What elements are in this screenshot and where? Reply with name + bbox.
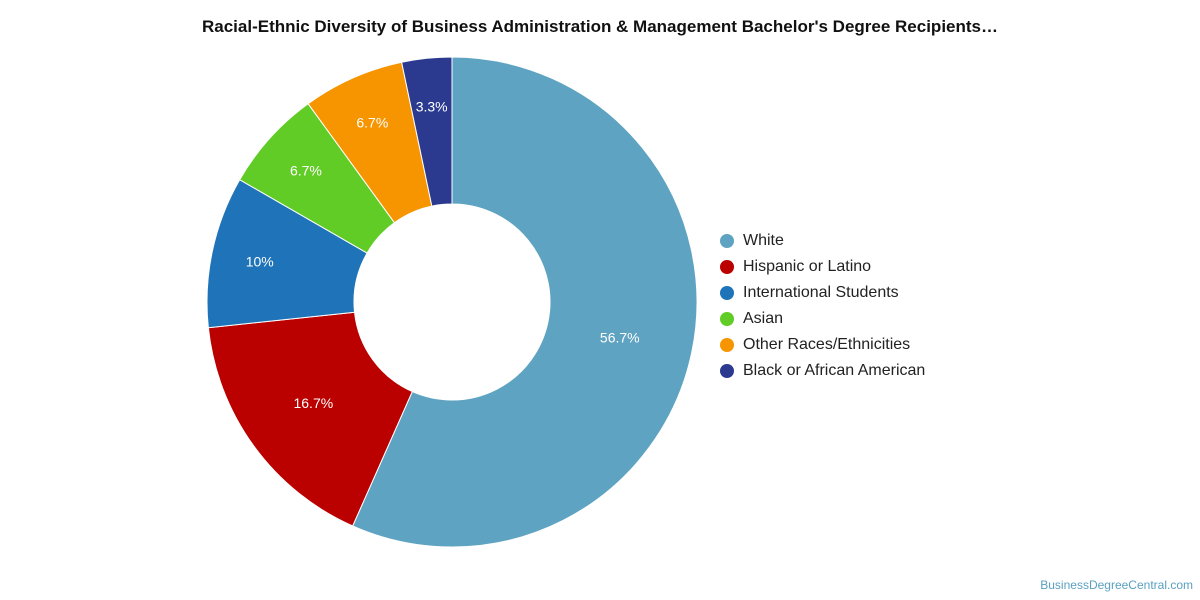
slice-hispanic-or-latino[interactable] [207, 311, 413, 527]
slice-label: 10% [246, 253, 274, 269]
legend-item[interactable]: Asian [720, 306, 925, 332]
slice-label: 3.3% [416, 99, 448, 115]
slice-black-or-african-american[interactable] [401, 56, 453, 207]
legend-swatch [720, 286, 734, 300]
legend-label: Black or African American [743, 362, 926, 379]
legend-label: Other Races/Ethnicities [743, 336, 911, 353]
legend-swatch [720, 364, 734, 378]
chart-legend: White Hispanic or Latino International Stu… [720, 228, 925, 384]
legend-label: International Students [743, 284, 899, 301]
watermark: BusinessDegreeCentral.com [1040, 578, 1193, 592]
legend-item[interactable]: White [720, 228, 925, 254]
legend-item[interactable]: International Students [720, 280, 925, 306]
slice-label: 6.7% [290, 163, 322, 179]
slice-label: 16.7% [293, 395, 333, 411]
chart-title: Racial-Ethnic Diversity of Business Admi… [201, 17, 998, 36]
legend-item[interactable]: Other Races/Ethnicities [720, 332, 925, 358]
legend-label: Hispanic or Latino [743, 258, 872, 275]
legend-swatch [720, 234, 734, 248]
slice-label: 56.7% [600, 330, 640, 346]
legend-swatch [720, 338, 734, 352]
legend-item[interactable]: Hispanic or Latino [720, 254, 925, 280]
legend-swatch [720, 312, 734, 326]
legend-item[interactable]: Black or African American [720, 358, 925, 384]
legend-label: Asian [743, 310, 784, 327]
legend-swatch [720, 260, 734, 274]
slice-white[interactable] [352, 56, 698, 548]
slice-label: 6.7% [356, 114, 388, 130]
legend-label: White [743, 232, 784, 249]
